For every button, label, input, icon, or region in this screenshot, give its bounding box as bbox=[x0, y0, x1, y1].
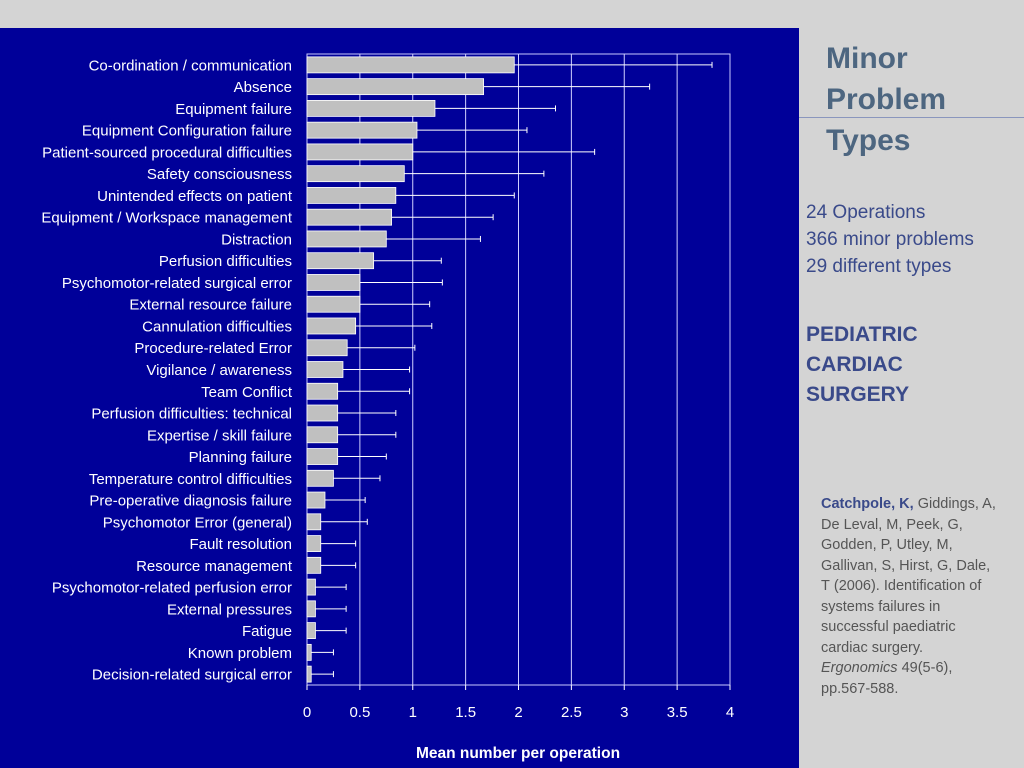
slide-title-line: Minor bbox=[826, 42, 908, 75]
bar bbox=[306, 99, 436, 117]
title-divider bbox=[799, 117, 1024, 118]
category-label: Cannulation difficulties bbox=[142, 318, 292, 335]
category-label: Vigilance / awareness bbox=[146, 362, 292, 379]
citation: Catchpole, K, Giddings, A, De Leval, M, … bbox=[821, 494, 1001, 699]
x-tick-label: 0.5 bbox=[349, 704, 370, 721]
bar bbox=[306, 643, 312, 661]
slide-title: Minor Problem Types bbox=[826, 38, 946, 161]
stat-line: 366 minor problems bbox=[806, 229, 974, 250]
subject-line: CARDIAC bbox=[806, 353, 903, 376]
category-label: Unintended effects on patient bbox=[97, 188, 293, 205]
category-label: External resource failure bbox=[129, 297, 292, 314]
stat-line: 29 different types bbox=[806, 256, 952, 277]
x-tick-label: 0 bbox=[303, 704, 311, 721]
x-tick-label: 1 bbox=[409, 704, 417, 721]
category-label: Equipment / Workspace management bbox=[41, 210, 293, 227]
category-label: Temperature control difficulties bbox=[89, 471, 292, 488]
category-label: Team Conflict bbox=[201, 384, 293, 401]
category-label: Distraction bbox=[221, 231, 292, 248]
x-tick-label: 1.5 bbox=[455, 704, 476, 721]
bar bbox=[306, 578, 316, 596]
citation-lead-author: Catchpole, K, bbox=[821, 496, 914, 512]
category-label: Perfusion difficulties bbox=[159, 253, 292, 270]
category-label: Expertise / skill failure bbox=[147, 427, 292, 444]
bar bbox=[306, 187, 397, 204]
category-label: Fault resolution bbox=[189, 536, 292, 553]
category-label: Safety consciousness bbox=[147, 166, 292, 183]
bar bbox=[306, 426, 339, 444]
x-tick-label: 2.5 bbox=[561, 704, 582, 721]
bar bbox=[306, 535, 322, 552]
bar bbox=[306, 295, 361, 313]
bar bbox=[306, 513, 322, 531]
category-label: External pressures bbox=[167, 601, 292, 618]
x-tick-label: 3.5 bbox=[667, 704, 688, 721]
category-label: Psychomotor-related perfusion error bbox=[52, 580, 292, 597]
category-label: Procedure-related Error bbox=[134, 340, 292, 357]
slide-title-line: Problem bbox=[826, 83, 947, 116]
category-label: Equipment Configuration failure bbox=[82, 123, 292, 140]
category-label: Equipment failure bbox=[175, 101, 292, 118]
stats-block: 24 Operations 366 minor problems 29 diff… bbox=[806, 199, 974, 280]
category-label: Decision-related surgical error bbox=[92, 667, 292, 684]
bar bbox=[306, 361, 344, 378]
category-label: Perfusion difficulties: technical bbox=[91, 406, 292, 423]
bar bbox=[306, 600, 316, 618]
bar bbox=[306, 78, 485, 96]
citation-title: (2006). Identification of systems failur… bbox=[821, 578, 982, 656]
category-label: Patient-sourced procedural difficulties bbox=[42, 144, 292, 161]
bar bbox=[306, 404, 339, 422]
category-label: Planning failure bbox=[189, 449, 292, 466]
bar bbox=[306, 56, 515, 74]
bar bbox=[306, 622, 316, 640]
bar bbox=[306, 469, 334, 487]
category-label: Pre-operative diagnosis failure bbox=[89, 493, 292, 510]
bar bbox=[306, 317, 357, 335]
citation-volume-pages: 49(5-6), pp.567-588. bbox=[821, 660, 953, 697]
subject-block: PEDIATRIC CARDIAC SURGERY bbox=[806, 320, 918, 410]
bar bbox=[306, 382, 339, 400]
chart-panel: 0 0.5 1 1.5 2 2.5 3 3.5 4 Co-ordination / communi… bbox=[0, 28, 799, 768]
bar bbox=[306, 165, 405, 183]
bar bbox=[306, 230, 387, 248]
bar bbox=[306, 208, 392, 226]
bar-chart: 0 0.5 1 1.5 2 2.5 3 3.5 4 Co-ordination / communi… bbox=[41, 53, 734, 762]
category-label: Co-ordination / communication bbox=[89, 57, 292, 74]
bar bbox=[306, 121, 418, 139]
stat-line: 24 Operations bbox=[806, 202, 926, 223]
subject-line: SURGERY bbox=[806, 383, 910, 406]
citation-coauthors: Giddings, A, De Leval, M, Peek, G, Godde… bbox=[821, 496, 996, 594]
citation-journal: Ergonomics bbox=[821, 660, 898, 676]
bar bbox=[306, 274, 361, 291]
category-label: Psychomotor-related surgical error bbox=[62, 275, 292, 292]
bar bbox=[306, 339, 348, 357]
bar bbox=[306, 556, 322, 574]
x-tick-label: 4 bbox=[726, 704, 734, 721]
category-label: Fatigue bbox=[242, 623, 292, 640]
slide-title-line: Types bbox=[826, 124, 911, 157]
bar bbox=[306, 448, 339, 465]
bar bbox=[306, 143, 414, 161]
x-axis-title: Mean number per operation bbox=[416, 745, 620, 762]
category-label: Psychomotor Error (general) bbox=[103, 514, 292, 531]
bar bbox=[306, 252, 375, 270]
bar bbox=[306, 665, 312, 683]
category-label: Resource management bbox=[136, 558, 293, 575]
x-tick-label: 2 bbox=[514, 704, 522, 721]
x-tick-label: 3 bbox=[620, 704, 628, 721]
category-label: Absence bbox=[234, 79, 292, 96]
bar bbox=[306, 491, 326, 509]
category-label: Known problem bbox=[188, 645, 292, 662]
subject-line: PEDIATRIC bbox=[806, 323, 918, 346]
